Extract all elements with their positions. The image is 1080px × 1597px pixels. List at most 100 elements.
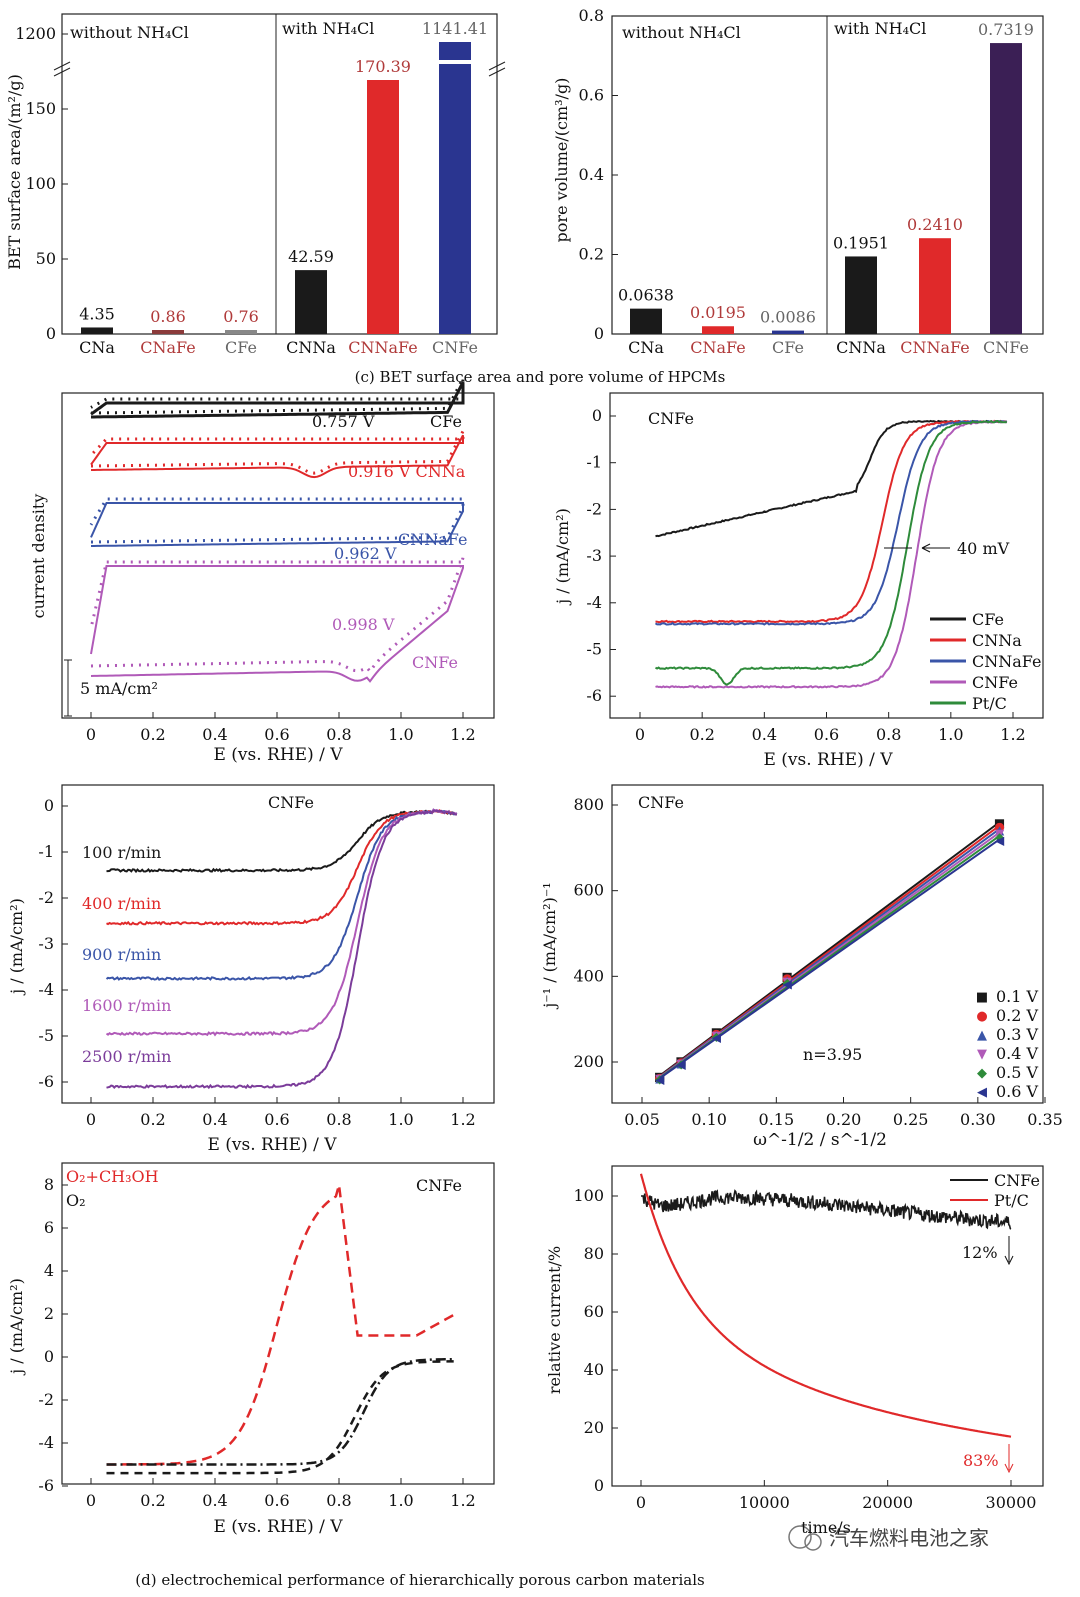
kl-ytick-label: 200 bbox=[573, 1052, 604, 1071]
kl-legend-label: 0.5 V bbox=[996, 1063, 1039, 1082]
meoh-ytick-label: 2 bbox=[44, 1304, 54, 1323]
stab-loss-label: 83% bbox=[963, 1451, 999, 1470]
cv-xlabel: E (vs. RHE) / V bbox=[213, 745, 343, 765]
pore-ytick-label: 0 bbox=[594, 324, 604, 343]
meoh-xtick-label: 0.4 bbox=[202, 1491, 227, 1510]
kl-point: ▲ bbox=[995, 823, 1005, 837]
rpm-series-0 bbox=[106, 809, 457, 874]
pore-category-label: CNNaFe bbox=[900, 338, 969, 357]
cv-curve-label: CFe bbox=[430, 412, 462, 431]
rpm-xtick-label: 1.0 bbox=[388, 1110, 413, 1129]
rpm-ytick-label: -6 bbox=[38, 1072, 54, 1091]
kl-point: ■ bbox=[711, 1025, 722, 1039]
cv-xtick-label: 1.0 bbox=[388, 725, 413, 744]
lsv-ytick-label: -6 bbox=[586, 686, 602, 705]
watermark: 汽车燃料电池之家 bbox=[788, 1525, 989, 1551]
cv-loop-purple bbox=[90, 565, 464, 683]
cv-curve-label: 0.962 V bbox=[334, 544, 397, 563]
pore-bar-CNNa bbox=[845, 256, 877, 334]
kl-legend-marker: ◀ bbox=[977, 1085, 987, 1100]
bet-category-label: CNNaFe bbox=[348, 338, 417, 357]
lsv-xlabel: E (vs. RHE) / V bbox=[763, 750, 893, 770]
bet-value-label: 4.35 bbox=[79, 304, 115, 323]
cv-xtick-label: 0.2 bbox=[140, 725, 165, 744]
kl-point: ▼ bbox=[995, 826, 1005, 840]
stab-loss-arrow bbox=[1004, 1444, 1014, 1474]
stab-xtick-label: 0 bbox=[636, 1493, 646, 1512]
stab-ytick-label: 0 bbox=[594, 1476, 604, 1495]
stab-series-PtC bbox=[639, 1173, 1012, 1438]
meoh-ytick-label: -6 bbox=[38, 1476, 54, 1495]
pore-value-label: 0.0086 bbox=[760, 308, 816, 327]
kl-xtick-label: 0.35 bbox=[1027, 1110, 1063, 1129]
bet-value-label: 0.76 bbox=[223, 307, 259, 326]
pore-category-label: CNaFe bbox=[690, 338, 745, 357]
pore-value-label: 0.2410 bbox=[907, 215, 963, 234]
cv-ylabel: current density bbox=[29, 494, 48, 619]
meoh-xtick-label: 0.2 bbox=[140, 1491, 165, 1510]
rpm-chart: j / (mA/cm²) CNFe 0 0.2 0.4 0.6 0.8 1.0 1.2 0 -1 -2… bbox=[7, 784, 495, 1155]
pore-group-label-without: without NH₄Cl bbox=[622, 23, 741, 42]
meoh-ylabel: j / (mA/cm²) bbox=[7, 1278, 26, 1376]
kl-ytick-label: 600 bbox=[573, 881, 604, 900]
stab-legend-label: CNFe bbox=[994, 1171, 1040, 1190]
bet-ytick-label: 0 bbox=[46, 324, 56, 343]
cv-xtick-label: 0.4 bbox=[202, 725, 227, 744]
stab-ytick-label: 60 bbox=[584, 1302, 604, 1321]
kl-legend-marker: ■ bbox=[976, 990, 988, 1005]
lsv-ytick-label: -2 bbox=[586, 499, 602, 518]
meoh-plot-frame bbox=[61, 1162, 495, 1485]
cv-xtick-label: 0.6 bbox=[264, 725, 289, 744]
lsv-ytick-label: -5 bbox=[586, 640, 602, 659]
kl-ytick-label: 400 bbox=[573, 966, 604, 985]
bet-ytick-label: 100 bbox=[25, 174, 56, 193]
kl-point: ◆ bbox=[995, 830, 1005, 844]
kl-xtick-label: 0.20 bbox=[826, 1110, 862, 1129]
pore-ytick-label: 0.2 bbox=[579, 245, 604, 264]
lsv-ylabel: j / (mA/cm²) bbox=[553, 508, 572, 606]
lsv-legend-label: CNNa bbox=[972, 631, 1022, 650]
lsv-xtick-label: 0.4 bbox=[752, 725, 777, 744]
meoh-xlabel: E (vs. RHE) / V bbox=[213, 1517, 343, 1537]
pore-ytick-label: 0.4 bbox=[579, 165, 604, 184]
kl-legend-label: 0.3 V bbox=[996, 1025, 1039, 1044]
meoh-xtick-label: 0.6 bbox=[264, 1491, 289, 1510]
meoh-ytick-label: -2 bbox=[38, 1390, 54, 1409]
stab-ytick-label: 20 bbox=[584, 1418, 604, 1437]
stab-ylabel: relative current/% bbox=[545, 1246, 564, 1394]
stab-ytick-label: 40 bbox=[584, 1360, 604, 1379]
bet-group-label-without: without NH₄Cl bbox=[70, 23, 189, 42]
kl-fit-line bbox=[659, 838, 1001, 1080]
lsv-series-CNNa bbox=[655, 419, 1008, 624]
meoh-xtick-label: 0.8 bbox=[326, 1491, 351, 1510]
rpm-ytick-label: 0 bbox=[44, 796, 54, 815]
meoh-legend-label: O₂+CH₃OH bbox=[66, 1167, 159, 1186]
rpm-xtick-label: 0.6 bbox=[264, 1110, 289, 1129]
cv-xtick-label: 1.2 bbox=[450, 725, 475, 744]
kl-point: ◀ bbox=[676, 1057, 686, 1071]
rpm-ylabel: j / (mA/cm²) bbox=[7, 898, 26, 996]
kl-chart: j⁻¹ / (mA/cm²)⁻¹ CNFe 0.05 0.10 0.15 0.20 0.25… bbox=[540, 784, 1063, 1150]
pore-ylabel: pore volume/(cm³/g) bbox=[552, 78, 571, 243]
pore-group-label-with: with NH₄Cl bbox=[834, 19, 926, 38]
kl-point: ■ bbox=[782, 969, 793, 983]
lsv-title: CNFe bbox=[648, 409, 694, 428]
bet-ytick-label: 50 bbox=[36, 249, 56, 268]
lsv-ytick-label: 0 bbox=[592, 406, 602, 425]
pore-chart: without NH₄Cl with NH₄Cl pore volume/(cm³/… bbox=[552, 6, 1044, 357]
cv-scale-label: 5 mA/cm² bbox=[80, 679, 158, 698]
lsv-series-CFe bbox=[655, 419, 1007, 538]
bet-ylabel: BET surface area/(m²/g) bbox=[5, 74, 24, 270]
meoh-ytick-label: 8 bbox=[44, 1175, 54, 1194]
cv-curve-label: 0.998 V bbox=[332, 615, 395, 634]
kl-point: ● bbox=[711, 1026, 721, 1040]
stab-ytick-label: 100 bbox=[573, 1186, 604, 1205]
bet-chart: without NH₄Cl with NH₄Cl BET surface area/… bbox=[5, 13, 506, 357]
bet-ytick-label: 150 bbox=[25, 99, 56, 118]
rpm-xtick-label: 0.2 bbox=[140, 1110, 165, 1129]
rpm-xtick-label: 0 bbox=[86, 1110, 96, 1129]
rpm-series-label: 2500 r/min bbox=[82, 1047, 171, 1066]
pore-bar-CNFe bbox=[990, 43, 1022, 334]
bet-plot-frame bbox=[61, 13, 498, 335]
